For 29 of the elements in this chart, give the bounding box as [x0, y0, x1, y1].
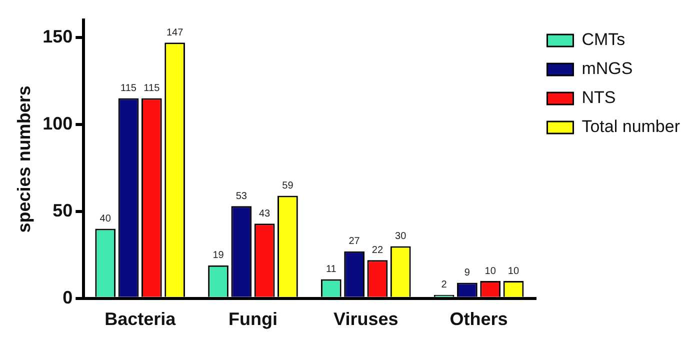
data-label: 43 — [258, 208, 271, 220]
legend-label: CMTs — [582, 30, 626, 50]
data-label: 19 — [212, 250, 224, 262]
data-label: 115 — [120, 83, 137, 94]
legend-label: Total number — [582, 117, 680, 136]
data-label: 9 — [464, 267, 470, 278]
y-tick-label: 0 — [62, 287, 73, 308]
data-label: 53 — [236, 190, 248, 202]
y-tick-label: 100 — [42, 113, 73, 134]
data-label: 10 — [508, 266, 520, 277]
data-label: 27 — [348, 236, 360, 248]
legend-label: NTS — [582, 88, 616, 108]
x-tick-label: Bacteria — [104, 309, 177, 330]
y-tick-label: 50 — [52, 200, 73, 220]
data-label: 22 — [372, 244, 384, 256]
y-tick-label: 150 — [42, 26, 73, 46]
x-tick-label: Fungi — [228, 309, 278, 330]
data-label: 147 — [166, 27, 184, 38]
y-axis-title: species numbers — [14, 86, 34, 233]
data-label: 11 — [326, 264, 337, 276]
legend-label: mNGS — [582, 59, 633, 78]
data-label: 2 — [441, 280, 448, 291]
data-label: 59 — [282, 180, 294, 192]
data-label: 30 — [395, 230, 407, 242]
data-label: 115 — [144, 83, 160, 94]
x-tick-label: Viruses — [334, 309, 398, 330]
data-label: 10 — [484, 266, 496, 277]
x-tick-label: Others — [450, 309, 508, 330]
data-label: 40 — [100, 214, 112, 225]
